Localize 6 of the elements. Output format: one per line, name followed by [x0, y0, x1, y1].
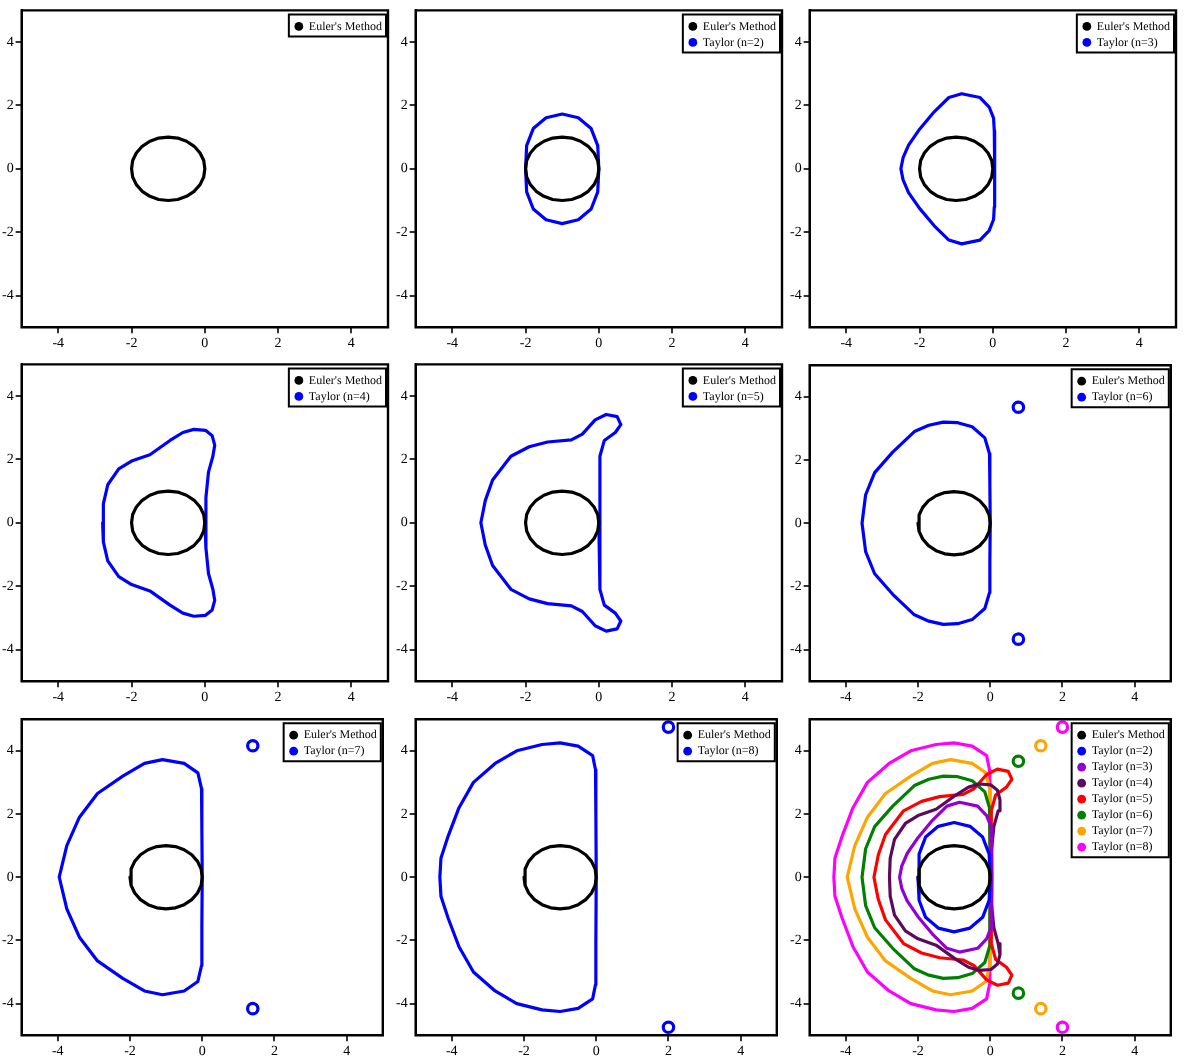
point	[1055, 1020, 1070, 1035]
point	[1011, 754, 1026, 769]
point	[1033, 1001, 1048, 1016]
point	[1033, 738, 1048, 753]
point	[1055, 720, 1070, 734]
point	[1011, 986, 1026, 1000]
